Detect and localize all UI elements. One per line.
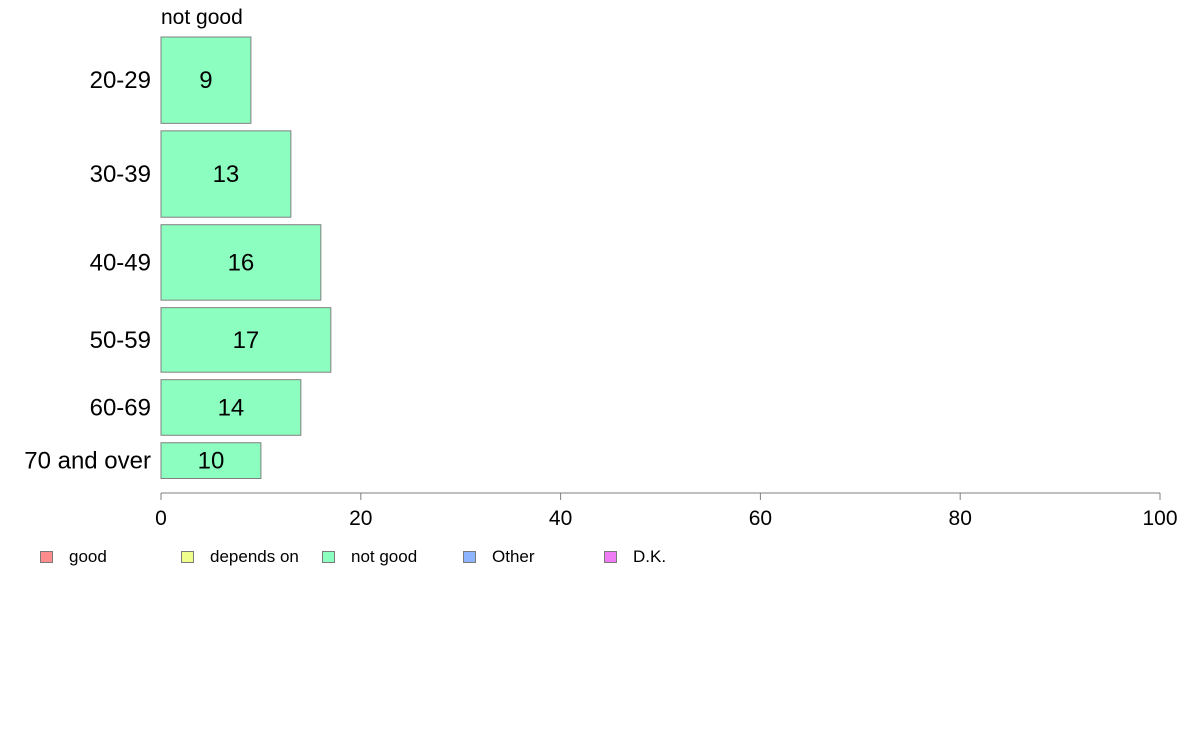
legend-label-other: Other <box>492 547 535 566</box>
legend-label-not-good: not good <box>351 547 418 566</box>
chart-title: not good <box>161 6 243 29</box>
bar-20-29 <box>160 36 252 124</box>
legend-swatch-not-good <box>322 551 335 563</box>
legend-label-dk: D.K. <box>633 547 667 566</box>
category-label-70-and-over: 70 and over <box>24 448 151 475</box>
x-tick-label-20: 20 <box>349 507 372 530</box>
x-tick-label-0: 0 <box>155 507 167 530</box>
legend-item-dk: D.K. <box>604 546 666 568</box>
category-label-30-39: 30-39 <box>90 161 151 188</box>
x-tick-label-60: 60 <box>749 507 772 530</box>
bar-50-59 <box>160 307 332 373</box>
bar-value-label-50-59: 17 <box>233 327 260 354</box>
category-label-50-59: 50-59 <box>90 327 151 354</box>
bar-70-and-over <box>160 442 262 479</box>
bar-value-label-20-29: 9 <box>199 67 212 94</box>
bar-value-label-30-39: 13 <box>213 161 240 188</box>
legend-item-good: good <box>40 546 107 568</box>
bar-value-label-70-and-over: 10 <box>198 448 225 475</box>
bar-40-49 <box>160 224 322 301</box>
legend-item-depends-on: depends on <box>181 546 299 568</box>
legend-swatch-other <box>463 551 476 563</box>
bar-value-label-60-69: 14 <box>218 394 245 421</box>
bar-60-69 <box>160 379 302 436</box>
x-tick-label-100: 100 <box>1142 507 1177 530</box>
legend-label-good: good <box>69 547 107 566</box>
legend-swatch-depends-on <box>181 551 194 563</box>
legend-item-other: Other <box>463 546 535 568</box>
x-tick-label-40: 40 <box>549 507 572 530</box>
category-label-60-69: 60-69 <box>90 394 151 421</box>
bar-value-label-40-49: 16 <box>228 249 255 276</box>
x-tick-label-80: 80 <box>949 507 972 530</box>
category-label-40-49: 40-49 <box>90 249 151 276</box>
category-label-20-29: 20-29 <box>90 67 151 94</box>
bar-30-39 <box>160 130 292 218</box>
legend-item-not-good: not good <box>322 546 417 568</box>
legend-swatch-good <box>40 551 53 563</box>
legend-label-depends-on: depends on <box>210 547 299 566</box>
legend-swatch-dk <box>604 551 617 563</box>
